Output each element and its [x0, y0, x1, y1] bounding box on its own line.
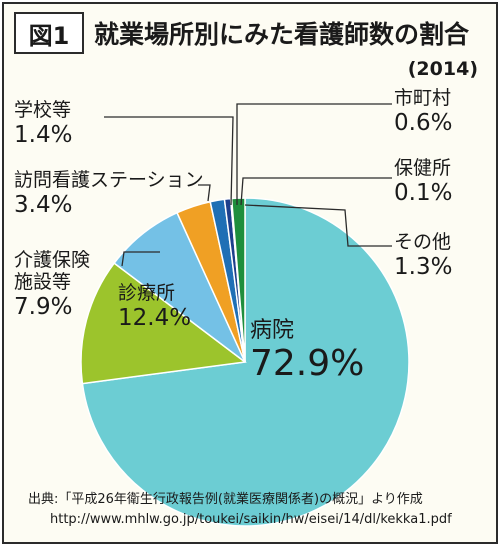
- slice-percent: 0.6%: [394, 109, 453, 136]
- slice-name: 診療所: [118, 282, 176, 304]
- slice-name: 保健所: [394, 157, 452, 179]
- source-url: http://www.mhlw.go.jp/toukei/saikin/hw/e…: [50, 512, 452, 528]
- source-note: 出典:「平成26年衛生行政報告例(就業医療関係者)の概況」より作成 http:/…: [28, 490, 490, 530]
- slice-percent: 1.3%: [394, 253, 453, 280]
- slice-name: 施設等: [14, 270, 72, 293]
- slice-name: 学校等: [14, 99, 72, 121]
- slice-percent: 12.4%: [118, 304, 192, 331]
- slice-label-3: 介護保険 施設等 7.9%: [14, 249, 91, 320]
- chart-title: 就業場所別にみた看護師数の割合: [94, 20, 470, 49]
- slice-label-5: 学校等 1.4%: [14, 99, 73, 148]
- slice-name: 病院: [250, 318, 295, 343]
- slice-label-2: 診療所 12.4%: [118, 282, 192, 331]
- slice-percent: 1.4%: [14, 121, 73, 148]
- slice-label-4: 訪問看護ステーション 3.4%: [14, 169, 204, 218]
- pie-slice-2: [80, 262, 247, 385]
- leader-line-3: [121, 251, 160, 267]
- figure-label: 図1: [14, 12, 84, 54]
- slice-label-1: 病院 72.9%: [250, 318, 364, 385]
- slice-name: 介護保険: [14, 249, 91, 271]
- leader-line-7: [240, 177, 392, 206]
- leader-line-5: [104, 116, 234, 206]
- leader-line-6: [236, 103, 392, 205]
- slice-percent: 0.1%: [394, 179, 453, 206]
- leader-line-4: [198, 184, 211, 202]
- slice-percent: 7.9%: [14, 293, 73, 320]
- slice-label-7: 保健所 0.1%: [394, 157, 453, 206]
- chart-year: (2014): [407, 58, 478, 80]
- leader-line-8: [244, 204, 392, 247]
- slice-name: 訪問看護ステーション: [14, 169, 204, 191]
- slice-name: その他: [394, 231, 452, 253]
- slice-percent: 72.9%: [250, 343, 365, 385]
- source-citation: 出典:「平成26年衛生行政報告例(就業医療関係者)の概況」より作成: [28, 492, 423, 507]
- slice-percent: 3.4%: [14, 191, 73, 218]
- slice-label-6: 市町村 0.6%: [394, 87, 453, 136]
- slice-name: 市町村: [394, 87, 452, 109]
- slice-label-8: その他 1.3%: [394, 231, 453, 280]
